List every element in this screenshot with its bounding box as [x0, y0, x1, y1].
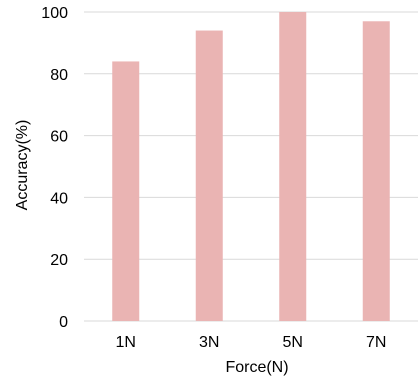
- y-tick-labels: 0 20 40 60 80 100: [41, 5, 68, 331]
- bar-1n: [112, 61, 140, 321]
- gridlines: [84, 11, 418, 322]
- x-tick-labels: 1N 3N 5N 7N: [116, 334, 387, 351]
- y-tick-label: 100: [41, 5, 68, 22]
- bar-5n: [279, 12, 307, 321]
- x-tick-label: 7N: [366, 334, 386, 351]
- y-axis-title: Accuracy(%): [14, 120, 31, 211]
- y-tick-label: 20: [50, 252, 68, 269]
- y-tick-label: 40: [50, 190, 68, 207]
- bars: [112, 12, 390, 322]
- x-tick-label: 1N: [116, 334, 136, 351]
- bar-3n: [195, 30, 223, 321]
- bar-7n: [362, 21, 390, 322]
- y-tick-label: 60: [50, 129, 68, 146]
- y-tick-label: 80: [50, 67, 68, 84]
- x-tick-label: 3N: [199, 334, 219, 351]
- x-axis-title: Force(N): [225, 359, 288, 376]
- x-tick-label: 5N: [283, 334, 303, 351]
- y-tick-label: 0: [59, 314, 68, 331]
